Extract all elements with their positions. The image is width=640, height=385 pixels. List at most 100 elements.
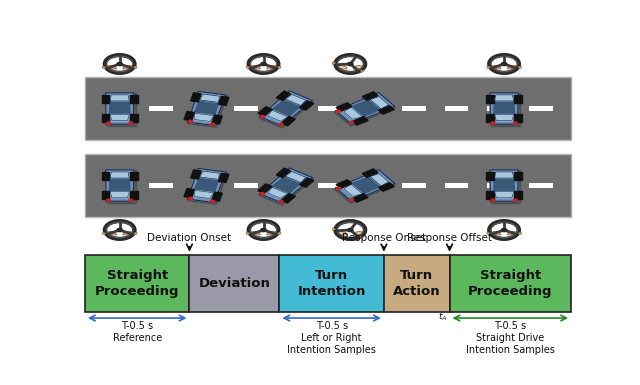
Polygon shape: [258, 107, 272, 116]
Polygon shape: [494, 177, 515, 192]
Polygon shape: [109, 100, 130, 115]
Polygon shape: [107, 170, 136, 203]
Text: Response Onset: Response Onset: [342, 233, 426, 243]
Wedge shape: [490, 65, 501, 69]
Wedge shape: [105, 231, 116, 235]
Bar: [318, 106, 342, 110]
Polygon shape: [494, 100, 515, 115]
Polygon shape: [191, 170, 201, 179]
Polygon shape: [486, 172, 494, 180]
Circle shape: [513, 199, 517, 201]
Wedge shape: [278, 233, 281, 235]
Polygon shape: [195, 190, 214, 199]
Polygon shape: [285, 94, 306, 105]
Wedge shape: [508, 65, 518, 69]
Circle shape: [129, 199, 133, 201]
Polygon shape: [109, 177, 130, 192]
Text: T-0.5 s
Straight Drive
Intention Samples: T-0.5 s Straight Drive Intention Samples: [466, 321, 555, 355]
Polygon shape: [268, 110, 288, 121]
Circle shape: [261, 62, 266, 65]
Wedge shape: [246, 233, 250, 235]
Polygon shape: [102, 191, 109, 199]
Text: T-0.5 s
Left or Right
Intention Samples: T-0.5 s Left or Right Intention Samples: [287, 321, 376, 355]
Polygon shape: [184, 112, 195, 121]
Polygon shape: [130, 172, 138, 180]
Circle shape: [188, 120, 192, 122]
Bar: [445, 184, 468, 187]
Circle shape: [279, 123, 283, 126]
Polygon shape: [362, 169, 378, 177]
Polygon shape: [110, 192, 129, 198]
Polygon shape: [268, 187, 288, 198]
Polygon shape: [491, 170, 520, 203]
Polygon shape: [212, 115, 222, 124]
Polygon shape: [106, 93, 134, 124]
Wedge shape: [246, 66, 250, 69]
Polygon shape: [130, 191, 138, 199]
Wedge shape: [102, 66, 106, 69]
Bar: [449, 255, 571, 311]
Bar: [529, 184, 553, 187]
Wedge shape: [487, 233, 490, 235]
Text: Deviation Onset: Deviation Onset: [147, 233, 232, 243]
Bar: [360, 106, 384, 110]
Polygon shape: [102, 172, 109, 180]
Polygon shape: [344, 107, 362, 119]
Circle shape: [129, 122, 133, 124]
Polygon shape: [110, 172, 129, 178]
Circle shape: [106, 199, 110, 201]
Bar: [276, 184, 300, 187]
Bar: [108, 106, 131, 110]
Polygon shape: [184, 189, 195, 198]
Polygon shape: [515, 191, 522, 199]
Bar: [191, 106, 216, 110]
Circle shape: [188, 197, 192, 200]
Wedge shape: [336, 231, 347, 235]
Polygon shape: [259, 91, 314, 128]
Polygon shape: [188, 91, 226, 126]
Wedge shape: [490, 231, 501, 235]
Wedge shape: [105, 65, 116, 69]
Polygon shape: [195, 113, 214, 121]
Polygon shape: [379, 183, 394, 191]
Polygon shape: [344, 184, 362, 196]
Text: $t_A$: $t_A$: [438, 311, 447, 323]
Circle shape: [349, 121, 353, 124]
Bar: [403, 106, 426, 110]
Bar: [85, 77, 571, 140]
Bar: [276, 106, 300, 110]
Bar: [360, 184, 384, 187]
Polygon shape: [300, 101, 314, 110]
Polygon shape: [106, 170, 134, 201]
Wedge shape: [267, 231, 278, 235]
Polygon shape: [102, 114, 109, 122]
Polygon shape: [107, 93, 136, 126]
Polygon shape: [110, 115, 129, 121]
Wedge shape: [249, 65, 260, 69]
Polygon shape: [515, 95, 522, 103]
Wedge shape: [508, 231, 518, 235]
Polygon shape: [362, 92, 378, 100]
Text: Straight
Proceeding: Straight Proceeding: [468, 269, 552, 298]
Polygon shape: [495, 172, 514, 178]
Wedge shape: [361, 70, 364, 72]
Polygon shape: [271, 98, 302, 117]
Wedge shape: [332, 62, 335, 64]
Wedge shape: [249, 231, 260, 235]
Polygon shape: [495, 192, 514, 198]
Bar: [384, 255, 449, 311]
Bar: [85, 154, 571, 217]
Polygon shape: [260, 91, 312, 126]
Wedge shape: [518, 233, 522, 235]
Polygon shape: [191, 93, 201, 102]
Polygon shape: [276, 91, 291, 100]
Polygon shape: [486, 95, 494, 103]
Wedge shape: [353, 231, 365, 235]
Circle shape: [337, 187, 340, 189]
Wedge shape: [336, 65, 347, 69]
Bar: [318, 184, 342, 187]
Circle shape: [491, 199, 495, 201]
Wedge shape: [487, 66, 490, 69]
Polygon shape: [188, 168, 226, 203]
Bar: [234, 184, 257, 187]
